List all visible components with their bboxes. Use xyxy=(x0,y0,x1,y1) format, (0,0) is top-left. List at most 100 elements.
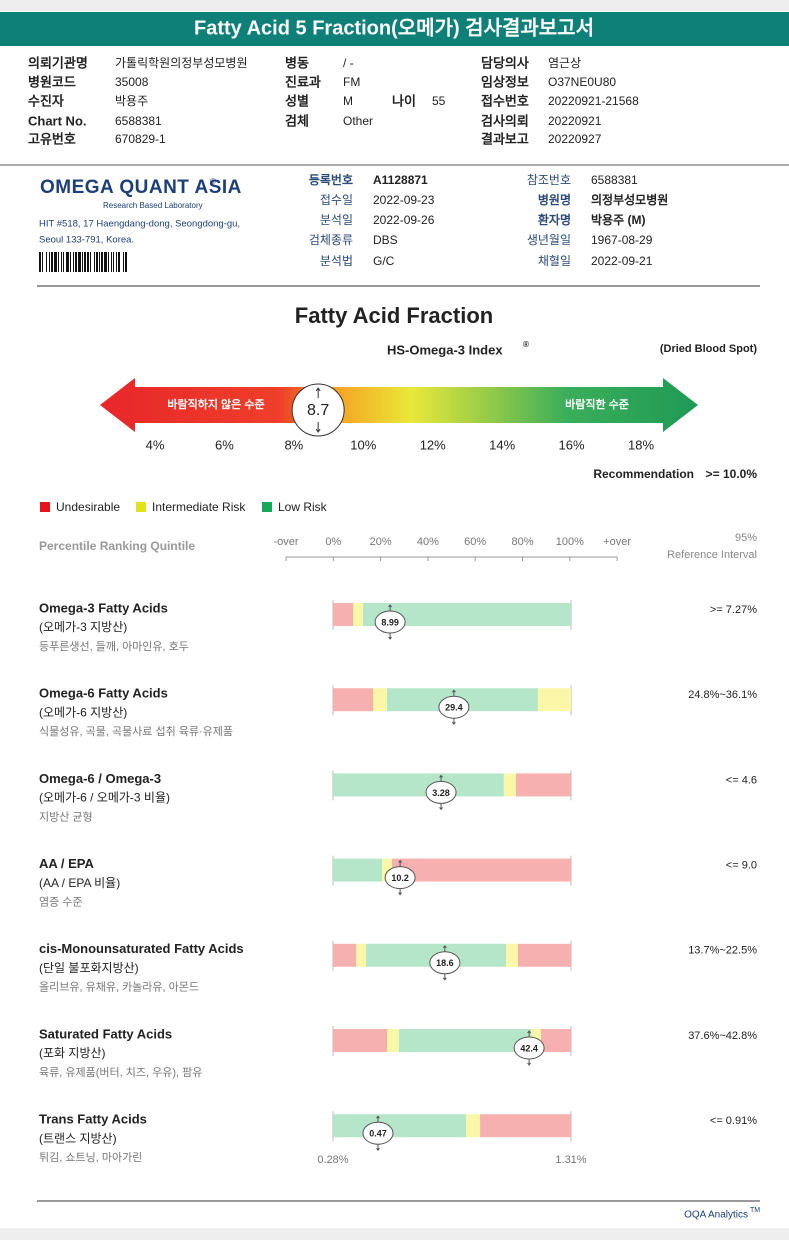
barcode-bar xyxy=(123,252,124,272)
info-value: 염근상 xyxy=(548,56,581,70)
gauge-tick-label: 12% xyxy=(420,437,446,452)
footer-mark: TM xyxy=(750,1207,760,1214)
bar-segment xyxy=(333,943,357,967)
bar-segment xyxy=(537,688,571,712)
field-label: 병원명 xyxy=(538,192,571,207)
bar-segment xyxy=(382,858,393,882)
field-value: 2022-09-26 xyxy=(373,213,435,227)
barcode-bar xyxy=(75,252,77,272)
bar-segment xyxy=(466,1114,481,1138)
barcode-bar xyxy=(104,252,107,272)
barcode-bar xyxy=(54,252,57,272)
section-subtitle: HS-Omega-3 Index xyxy=(387,342,503,357)
bar-segment xyxy=(352,603,363,626)
barcode-bar xyxy=(113,252,114,272)
field-value: 1967-08-29 xyxy=(591,233,653,247)
info-value: 박용주 xyxy=(115,94,148,108)
barcode-bar xyxy=(58,252,59,272)
info-label: 의뢰기관명 xyxy=(28,55,88,70)
barcode-bar xyxy=(90,252,91,272)
row-reference: >= 7.27% xyxy=(710,604,757,616)
gauge-tick-label: 10% xyxy=(350,437,376,452)
field-value: 2022-09-23 xyxy=(373,193,435,207)
legend-label: Intermediate Risk xyxy=(152,500,246,514)
bar-segment xyxy=(398,1029,532,1052)
barcode-bar xyxy=(70,252,71,272)
bottom-band xyxy=(0,1228,789,1240)
legend-swatch xyxy=(40,502,50,512)
field-label: 접수일 xyxy=(320,193,353,207)
axis-label: -over xyxy=(273,536,298,548)
barcode-bar xyxy=(39,252,41,272)
barcode-bar xyxy=(63,252,64,272)
gauge-tick-label: 4% xyxy=(146,437,165,452)
title-bar xyxy=(0,12,789,46)
bar-segment xyxy=(333,773,504,797)
info-value: / - xyxy=(343,56,354,70)
marker-value: 18.6 xyxy=(436,958,454,968)
barcode-bar xyxy=(96,252,98,272)
info-label: 나이 xyxy=(392,93,416,108)
field-value: 의정부성모병원 xyxy=(591,192,668,207)
gauge-tick-label: 18% xyxy=(628,437,654,452)
info-label: 진료과 xyxy=(285,74,321,89)
barcode-bar xyxy=(51,252,53,272)
row-foods: 올리브유, 유채유, 카놀라유, 아몬드 xyxy=(39,981,199,994)
ranking-title: Percentile Ranking Quintile xyxy=(39,539,195,553)
field-label: 채혈일 xyxy=(538,254,571,268)
barcode-bar xyxy=(111,252,112,272)
row-foods: 식물성유, 곡물, 곡물사료 섭취 육류·유제품 xyxy=(39,725,233,738)
info-label: Chart No. xyxy=(28,113,87,128)
marker-value: 42.4 xyxy=(520,1043,538,1053)
marker-arrow xyxy=(442,944,447,981)
row-foods: 지방산 균형 xyxy=(39,810,93,823)
field-label: 생년월일 xyxy=(527,233,571,247)
barcode-bar xyxy=(73,252,74,272)
bar-segment xyxy=(506,943,518,967)
row-reference: 24.8%~36.1% xyxy=(688,689,757,701)
barcode-bar xyxy=(61,252,62,272)
scale-label: 0.28% xyxy=(317,1154,348,1166)
barcode-bar xyxy=(116,252,117,272)
row-reference: <= 9.0 xyxy=(726,860,757,872)
bar-segment xyxy=(333,603,353,626)
field-label: 분석일 xyxy=(320,213,353,227)
field-label: 등록번호 xyxy=(309,172,353,187)
info-value: 6588381 xyxy=(115,114,162,128)
barcode-bar xyxy=(108,252,109,272)
row-korean: (단일 불포화지방산) xyxy=(39,961,139,975)
gauge-tick-label: 16% xyxy=(559,437,585,452)
marker-value: 3.28 xyxy=(432,788,450,798)
row-name: Omega-3 Fatty Acids xyxy=(39,600,168,615)
barcode-bar xyxy=(101,252,103,272)
bar-segment xyxy=(516,773,571,797)
field-value: G/C xyxy=(373,254,395,268)
info-value: 670829-1 xyxy=(115,132,166,146)
info-value: 35008 xyxy=(115,75,149,89)
info-label: 검체 xyxy=(285,113,309,128)
legend-swatch xyxy=(136,502,146,512)
row-name: Omega-6 / Omega-3 xyxy=(39,771,161,786)
field-value: 6588381 xyxy=(591,173,638,187)
marker-arrow xyxy=(527,1030,532,1066)
lab-logo-mark: ® xyxy=(210,177,216,186)
info-label: 결과보고 xyxy=(481,131,529,146)
legend-swatch xyxy=(262,502,272,512)
row-korean: (오메가-6 지방산) xyxy=(39,705,127,719)
legend-label: Undesirable xyxy=(56,500,120,514)
info-value: M xyxy=(343,94,353,108)
axis-label: 60% xyxy=(464,536,486,548)
bar-segment xyxy=(333,688,373,712)
axis-label: 0% xyxy=(325,536,341,548)
barcode-bar xyxy=(49,252,50,272)
bar-segment xyxy=(392,858,571,882)
gauge-marker xyxy=(291,383,345,437)
barcode xyxy=(39,252,127,272)
row-name: cis-Monounsaturated Fatty Acids xyxy=(39,941,244,956)
marker-arrow xyxy=(398,859,403,896)
reference-header: Reference Interval xyxy=(667,549,757,561)
marker-value: 8.99 xyxy=(381,617,399,627)
report-title: Fatty Acid 5 Fraction(오메가) 검사결과보고서 xyxy=(194,16,594,39)
bar-segment xyxy=(503,773,517,797)
